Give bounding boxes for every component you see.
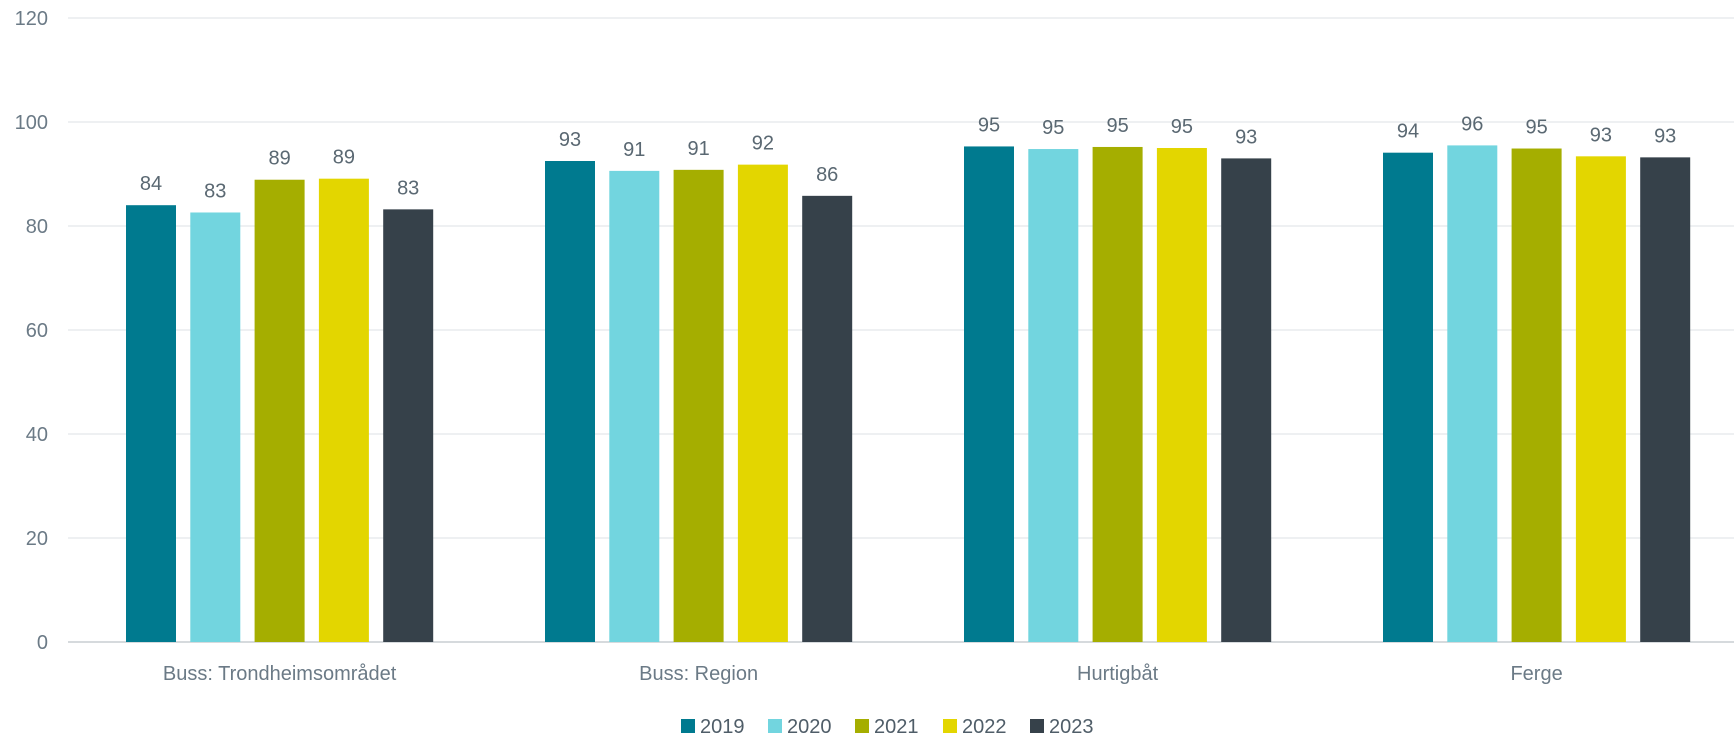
x-category-label: Hurtigbåt: [1077, 663, 1159, 685]
legend-swatch: [1030, 719, 1044, 733]
x-category-label: Ferge: [1510, 663, 1562, 685]
y-tick-label: 40: [26, 424, 48, 446]
bar-value-label: 93: [1235, 126, 1257, 148]
bar-value-label: 96: [1461, 113, 1483, 135]
bar-2019: [1383, 152, 1433, 642]
bar-2021: [1511, 148, 1562, 642]
legend-label: 2019: [700, 716, 745, 737]
bar-2020: [190, 212, 241, 643]
bars: [126, 145, 1691, 643]
bar-2020: [1028, 149, 1079, 643]
x-axis-categories: Buss: Trondheimsområdet Buss: Region Hurti…: [163, 663, 1563, 685]
bar-value-label: 95: [1525, 117, 1547, 139]
legend-label: 2022: [962, 716, 1007, 737]
legend-label: 2023: [1049, 716, 1094, 737]
y-tick-label: 20: [26, 528, 48, 550]
bar-value-label: 93: [1590, 124, 1612, 146]
y-tick-label: 100: [15, 112, 48, 134]
bar-2021: [1092, 146, 1143, 642]
y-axis-ticks: 0 20 40 60 80 100 120: [15, 8, 48, 654]
y-tick-label: 0: [37, 632, 48, 654]
bar-2019: [964, 146, 1014, 642]
bar-value-label: 95: [1042, 117, 1064, 139]
bar-2023: [383, 209, 434, 643]
legend-swatch: [943, 719, 957, 733]
bar-2020: [609, 170, 660, 642]
y-tick-label: 120: [15, 8, 48, 30]
data-labels: 84 93 95 94 83 91 95 96 89 91 95 95 89 92 95 93 83 86 93 93: [140, 113, 1676, 202]
legend-swatch: [855, 719, 869, 733]
bar-value-label: 91: [687, 138, 709, 160]
legend-label: 2021: [874, 716, 919, 737]
bar-value-label: 95: [978, 114, 1000, 136]
x-category-label: Buss: Region: [639, 663, 758, 685]
legend-swatch: [681, 719, 695, 733]
bar-value-label: 86: [816, 164, 838, 186]
bar-2023: [1221, 158, 1272, 642]
bar-value-label: 92: [752, 133, 774, 155]
legend: 2019 2020 2021 2022 2023: [681, 716, 1094, 738]
y-tick-label: 80: [26, 216, 48, 238]
y-tick-label: 60: [26, 320, 48, 342]
bar-2022: [737, 164, 788, 642]
bar-value-label: 83: [204, 180, 226, 202]
bar-value-label: 89: [333, 147, 355, 169]
legend-swatch: [768, 719, 782, 733]
bar-2022: [1156, 148, 1207, 642]
bar-2021: [673, 169, 724, 642]
bar-2022: [318, 178, 369, 642]
bar-2020: [1447, 145, 1498, 642]
bar-value-label: 93: [1654, 125, 1676, 147]
bar-2019: [545, 161, 595, 642]
bar-2019: [126, 205, 176, 642]
bar-value-label: 89: [268, 148, 290, 170]
bar-value-label: 91: [623, 139, 645, 161]
bar-value-label: 94: [1397, 121, 1419, 143]
x-category-label: Buss: Trondheimsområdet: [163, 663, 397, 685]
bar-value-label: 95: [1106, 115, 1128, 137]
bar-2022: [1575, 156, 1626, 642]
bar-2023: [802, 195, 853, 642]
legend-label: 2020: [787, 716, 832, 737]
bar-value-label: 95: [1171, 116, 1193, 138]
bar-value-label: 84: [140, 173, 162, 195]
bar-value-label: 93: [559, 129, 581, 151]
bar-value-label: 83: [397, 177, 419, 199]
bar-2021: [254, 179, 305, 642]
bar-2023: [1640, 157, 1691, 643]
